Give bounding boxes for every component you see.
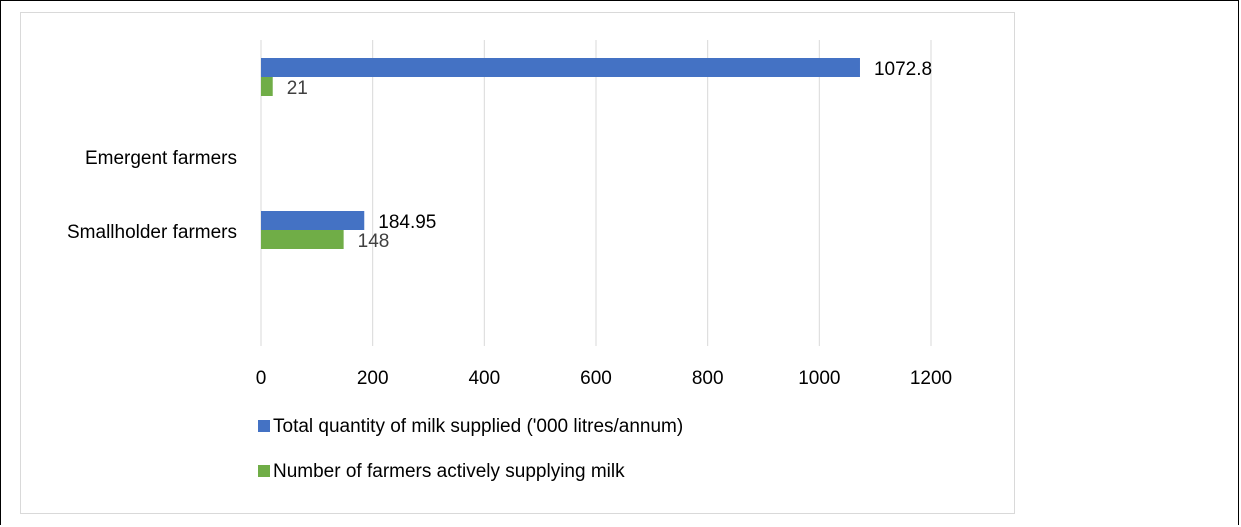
x-tick-label: 1000	[798, 368, 840, 389]
data-label: 21	[287, 78, 308, 99]
x-tick-label: 600	[580, 368, 612, 389]
bar	[261, 211, 365, 230]
data-label: 148	[358, 231, 390, 252]
chart-area	[20, 12, 1015, 514]
x-tick-label: 800	[692, 368, 724, 389]
bar	[261, 77, 273, 96]
bar	[261, 58, 860, 77]
category-label: Emergent farmers	[85, 148, 237, 169]
x-tick-label: 200	[357, 368, 389, 389]
data-label: 1072.8	[874, 59, 932, 80]
bar	[261, 230, 344, 249]
legend-label: Total quantity of milk supplied ('000 li…	[273, 416, 683, 437]
legend-swatch	[258, 420, 270, 432]
legend-swatch	[258, 465, 270, 477]
category-label: Smallholder farmers	[67, 222, 237, 243]
x-tick-label: 1200	[910, 368, 952, 389]
data-label: 184.95	[378, 212, 436, 233]
x-tick-label: 0	[256, 368, 267, 389]
x-tick-label: 400	[468, 368, 500, 389]
legend-label: Number of farmers actively supplying mil…	[273, 461, 625, 482]
